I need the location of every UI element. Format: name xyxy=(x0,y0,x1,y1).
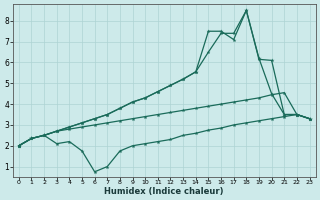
X-axis label: Humidex (Indice chaleur): Humidex (Indice chaleur) xyxy=(104,187,224,196)
